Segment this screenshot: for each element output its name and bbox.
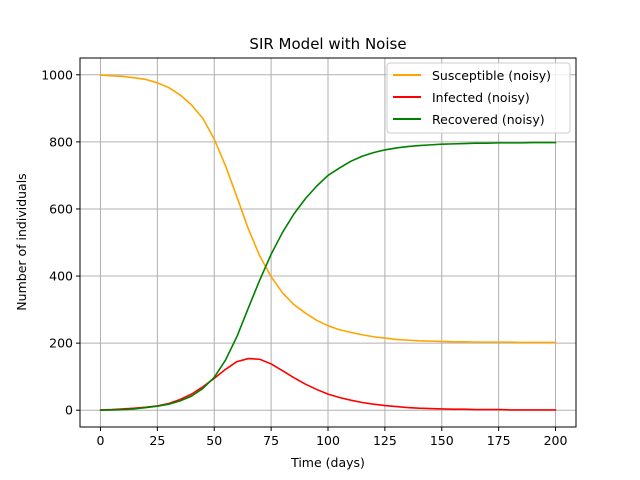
- series-layer: [99, 74, 557, 412]
- chart-title: SIR Model with Noise: [249, 35, 406, 53]
- legend-box: [386, 62, 571, 134]
- series-line-infected: [99, 357, 557, 411]
- y-tick-label: 0: [65, 403, 73, 418]
- x-tick-label: 200: [544, 433, 568, 448]
- y-axis: 0 200 400 600 800 1000: [41, 67, 80, 418]
- x-tick-label: 125: [373, 433, 397, 448]
- x-tick-label: 0: [97, 433, 105, 448]
- legend-label-susceptible: Susceptible (noisy): [432, 68, 551, 83]
- x-tick-label: 50: [206, 433, 222, 448]
- x-axis: 0 25 50 75 100 125 150 175 200: [97, 427, 568, 448]
- legend-label-infected: Infected (noisy): [432, 90, 530, 105]
- y-tick-label: 1000: [41, 67, 73, 82]
- y-axis-label: Number of individuals: [14, 173, 29, 310]
- legend-label-recovered: Recovered (noisy): [432, 112, 545, 127]
- x-tick-label: 100: [316, 433, 340, 448]
- x-tick-label: 175: [487, 433, 511, 448]
- x-tick-label: 25: [149, 433, 165, 448]
- x-axis-label: Time (days): [290, 455, 365, 470]
- y-tick-label: 400: [49, 269, 73, 284]
- series-line-susceptible: [99, 74, 557, 344]
- x-tick-label: 75: [263, 433, 279, 448]
- y-tick-label: 600: [49, 201, 73, 216]
- series-line-recovered: [99, 141, 557, 412]
- legend: Susceptible (noisy) Infected (noisy) Rec…: [386, 62, 571, 134]
- y-tick-label: 200: [49, 336, 73, 351]
- y-tick-label: 800: [49, 134, 73, 149]
- x-tick-label: 150: [430, 433, 454, 448]
